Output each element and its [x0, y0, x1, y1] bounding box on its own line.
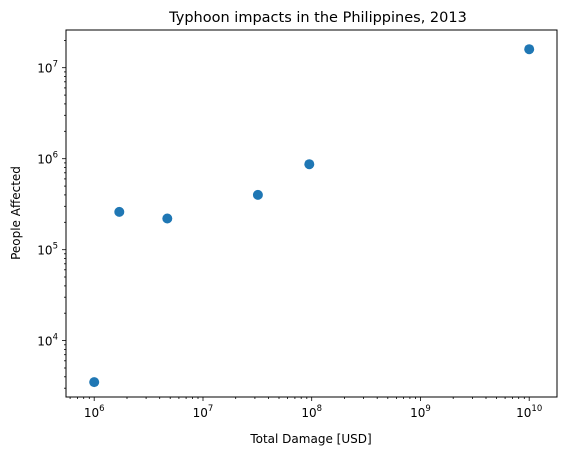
data-point — [252, 189, 263, 200]
x-axis-label: Total Damage [USD] — [249, 432, 371, 446]
y-tick-label: 105 — [37, 242, 58, 258]
y-tick-exponent: 4 — [53, 333, 58, 343]
y-tick-base: 10 — [37, 153, 52, 167]
data-point — [162, 213, 173, 224]
x-tick-exponent: 6 — [99, 404, 104, 414]
y-tick-label: 104 — [37, 333, 58, 349]
y-axis-label: People Affected — [9, 166, 23, 260]
x-tick-base: 10 — [84, 406, 99, 420]
x-tick-exponent: 8 — [317, 404, 322, 414]
y-tick-label: 106 — [37, 151, 58, 167]
x-tick-base: 10 — [410, 406, 425, 420]
y-tick-exponent: 6 — [53, 151, 58, 161]
y-tick-base: 10 — [37, 335, 52, 349]
x-tick-label: 109 — [410, 404, 431, 420]
x-tick-exponent: 7 — [208, 404, 213, 414]
x-tick-label: 108 — [301, 404, 322, 420]
plot-frame — [65, 29, 558, 398]
data-point — [524, 44, 535, 55]
y-tick-base: 10 — [37, 244, 52, 258]
data-point — [89, 377, 100, 388]
x-tick-base: 10 — [301, 406, 316, 420]
y-tick-exponent: 7 — [53, 60, 58, 70]
x-tick-base: 10 — [193, 406, 208, 420]
data-point — [304, 159, 315, 170]
data-point — [114, 206, 125, 217]
x-tick-exponent: 9 — [425, 404, 430, 414]
x-axis-ticks: 106 107 108 109 1010 — [69, 397, 542, 420]
x-tick-exponent: 10 — [531, 404, 542, 414]
x-tick-label: 107 — [193, 404, 214, 420]
x-tick-base: 10 — [516, 406, 531, 420]
chart-title: Typhoon impacts in the Philippines, 2013 — [168, 10, 467, 26]
x-tick-label: 1010 — [516, 404, 542, 420]
y-tick-label: 107 — [37, 60, 58, 76]
y-tick-exponent: 5 — [53, 242, 58, 252]
y-tick-base: 10 — [37, 62, 52, 76]
x-tick-label: 106 — [84, 404, 105, 420]
plot-area — [89, 44, 535, 388]
